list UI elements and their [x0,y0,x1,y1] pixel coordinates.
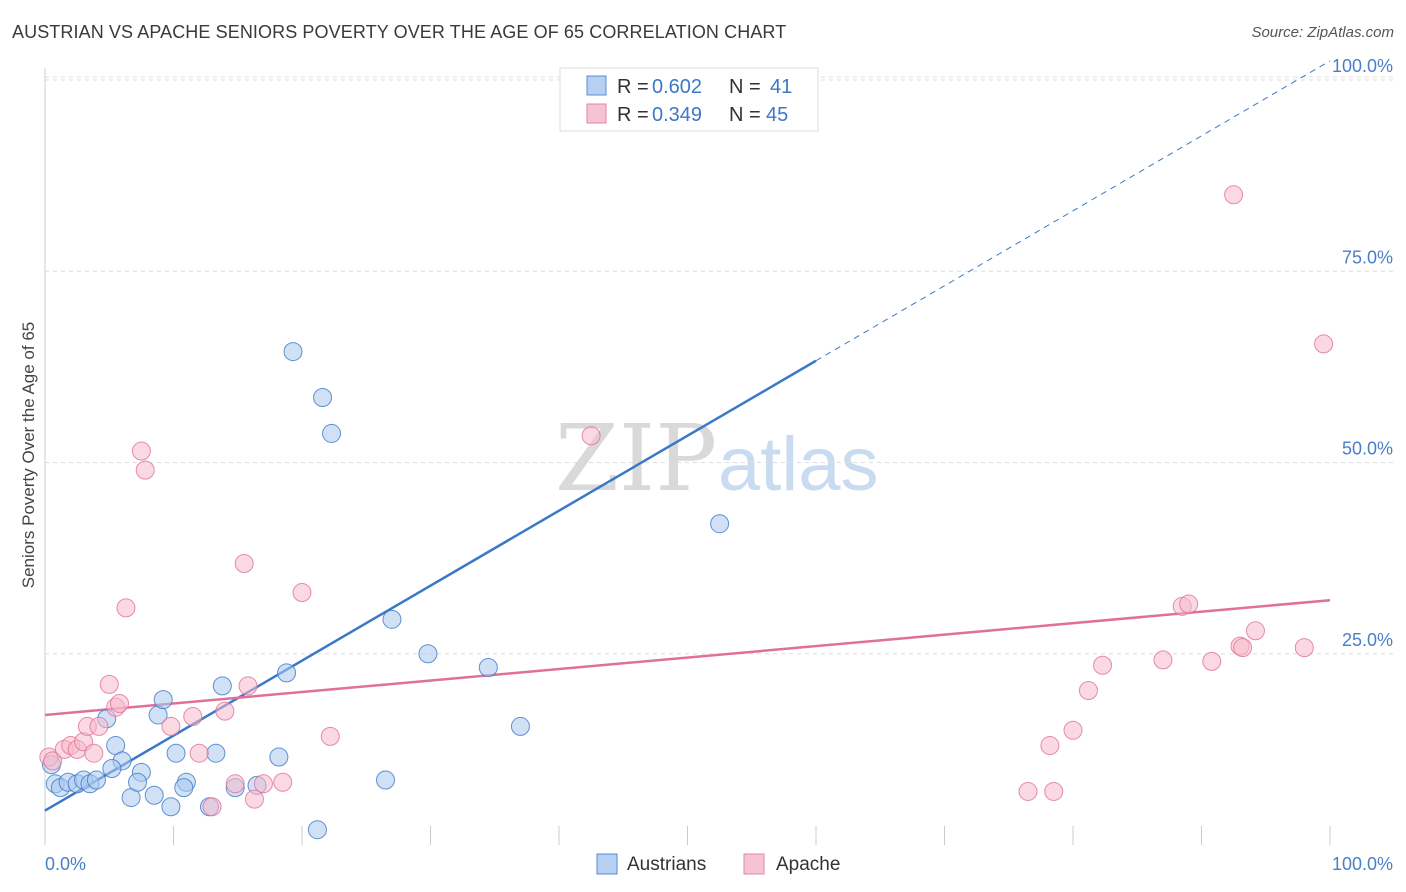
point-apache-13 [131,441,151,461]
point-apache-44 [1314,334,1334,354]
legend-r-label-1: R = [617,76,649,98]
point-austrians-14 [128,772,148,792]
point-austrians-29 [283,342,303,362]
data-points [39,70,1334,840]
point-austrians-35 [418,644,438,664]
point-austrians-30 [307,820,327,840]
point-austrians-31 [313,387,333,407]
point-austrians-34 [382,609,402,629]
point-apache-1 [43,751,63,771]
point-austrians-27 [269,747,289,767]
y-tick-label-75: 75.0% [1342,247,1393,267]
point-apache-21 [234,553,254,573]
legend-r-value-2: 0.349 [652,104,702,126]
bottom-legend-label-apache: Apache [776,854,840,875]
point-apache-37 [1179,594,1199,614]
legend-swatch-apache [586,103,607,124]
chart-title: AUSTRIAN VS APACHE SENIORS POVERTY OVER … [12,22,787,42]
point-apache-23 [244,789,264,809]
point-apache-35 [1153,650,1173,670]
bottom-legend-label-austrians: Austrians [627,854,706,875]
point-apache-43 [1294,638,1314,658]
point-apache-7 [84,743,104,763]
y-tick-labels: 25.0% 50.0% 75.0% 100.0% [1332,56,1393,650]
trend-line-1 [44,598,1331,717]
point-austrians-15 [144,785,164,805]
point-austrians-28 [277,663,297,683]
y-axis-label: Seniors Poverty Over the Age of 65 [19,322,38,588]
point-apache-42 [1245,621,1265,641]
point-apache-41 [1233,638,1253,658]
point-apache-33 [1078,680,1098,700]
point-austrians-18 [161,797,181,817]
point-apache-38 [1202,651,1222,671]
legend-r-value-1: 0.602 [652,76,702,98]
legend-swatch-austrians [586,75,607,96]
point-austrians-21 [174,778,194,798]
point-austrians-24 [212,676,232,696]
point-apache-17 [189,743,209,763]
point-apache-28 [581,426,601,446]
legend: R = 0.602 N = 41 R = 0.349 N = 45 [559,67,819,132]
legend-n-label-1: N = [729,76,761,98]
trend-line-dashed-0 [815,60,1331,362]
point-apache-9 [99,674,119,694]
point-austrians-33 [376,770,396,790]
bottom-legend: Austrians Apache [596,853,840,875]
y-tick-label-25: 25.0% [1342,630,1393,650]
point-apache-14 [135,460,155,480]
watermark: ZIP atlas [555,405,879,512]
point-apache-29 [1018,781,1038,801]
point-austrians-19 [166,743,186,763]
point-apache-26 [292,583,312,603]
point-austrians-17 [153,690,173,710]
point-austrians-39 [710,514,730,534]
x-tick-label-left: 0.0% [45,854,86,874]
point-apache-34 [1093,655,1113,675]
point-apache-31 [1044,781,1064,801]
y-tick-label-100: 100.0% [1332,56,1393,76]
chart-source: Source: ZipAtlas.com [1251,24,1394,41]
y-tick-label-50: 50.0% [1342,439,1393,459]
trend-line-0 [44,359,817,812]
point-apache-8 [89,716,109,736]
point-apache-20 [225,774,245,794]
legend-n-value-1: 41 [770,76,792,98]
point-austrians-37 [510,716,530,736]
point-apache-22 [238,676,258,696]
point-apache-39 [1224,185,1244,205]
bottom-legend-swatch-apache [743,853,765,875]
point-apache-19 [215,701,235,721]
point-apache-16 [183,706,203,726]
point-apache-12 [116,598,136,618]
point-apache-11 [110,693,130,713]
x-ticks [44,826,1331,845]
point-apache-24 [253,774,273,794]
point-apache-15 [161,716,181,736]
point-apache-30 [1040,736,1060,756]
point-austrians-36 [478,658,498,678]
point-apache-27 [320,726,340,746]
point-apache-25 [273,772,293,792]
legend-r-label-2: R = [617,104,649,126]
point-austrians-23 [206,743,226,763]
point-austrians-11 [102,759,122,778]
watermark-atlas: atlas [718,422,879,507]
watermark-zip: ZIP [555,405,717,512]
point-austrians-32 [322,423,342,443]
point-apache-18 [202,797,222,817]
point-austrians-7 [86,770,106,790]
x-tick-label-right: 100.0% [1332,854,1393,874]
trend-lines [44,60,1331,812]
legend-n-value-2: 45 [766,104,788,126]
point-apache-32 [1063,720,1083,740]
legend-n-label-2: N = [729,104,761,126]
bottom-legend-swatch-austrians [596,853,618,875]
